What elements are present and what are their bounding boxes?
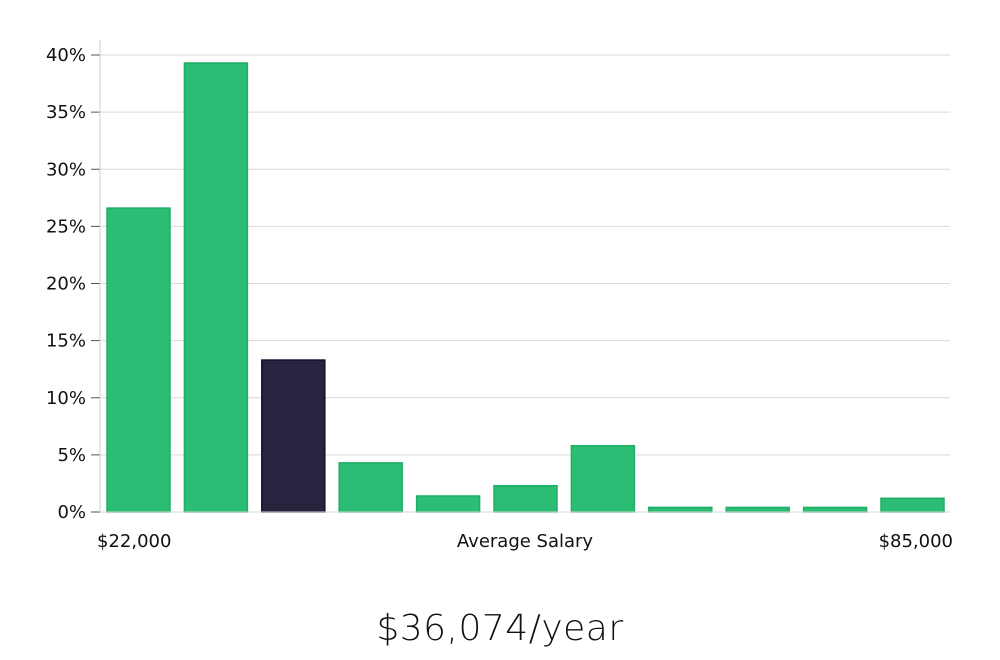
y-tick-label: 35% [46,102,86,123]
y-tick-labels: 0% 5% 10% 15% 20% 25% 30% 35% 40% [46,45,86,523]
average-salary-headline: $36,074/year [376,608,624,649]
y-tick-label: 15% [46,331,86,352]
bar [648,506,713,513]
bar [570,444,636,513]
axes [91,40,950,513]
x-max-label: $85,000 [879,531,953,552]
bar-highlighted [261,359,326,513]
y-tick-label: 40% [46,45,86,66]
bar [802,506,868,513]
bar [493,484,558,513]
y-tick-label: 20% [46,274,86,295]
salary-histogram: 0% 5% 10% 15% 20% 25% 30% 35% 40% $22,000 Averag… [46,40,953,552]
bar [725,506,790,513]
bar [183,62,249,513]
bar [338,462,403,513]
y-tick-label: 5% [57,445,86,466]
y-tick-label: 0% [57,502,86,523]
y-tick-label: 30% [46,159,86,180]
bar [106,207,171,513]
bars [106,62,945,513]
y-tick-label: 25% [46,216,86,237]
bar [880,497,945,513]
x-min-label: $22,000 [97,531,171,552]
bar [415,495,481,513]
y-tick-label: 10% [46,388,86,409]
x-axis-title: Average Salary [457,531,594,552]
